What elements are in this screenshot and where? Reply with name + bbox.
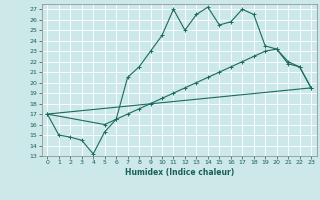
X-axis label: Humidex (Indice chaleur): Humidex (Indice chaleur) bbox=[124, 168, 234, 177]
